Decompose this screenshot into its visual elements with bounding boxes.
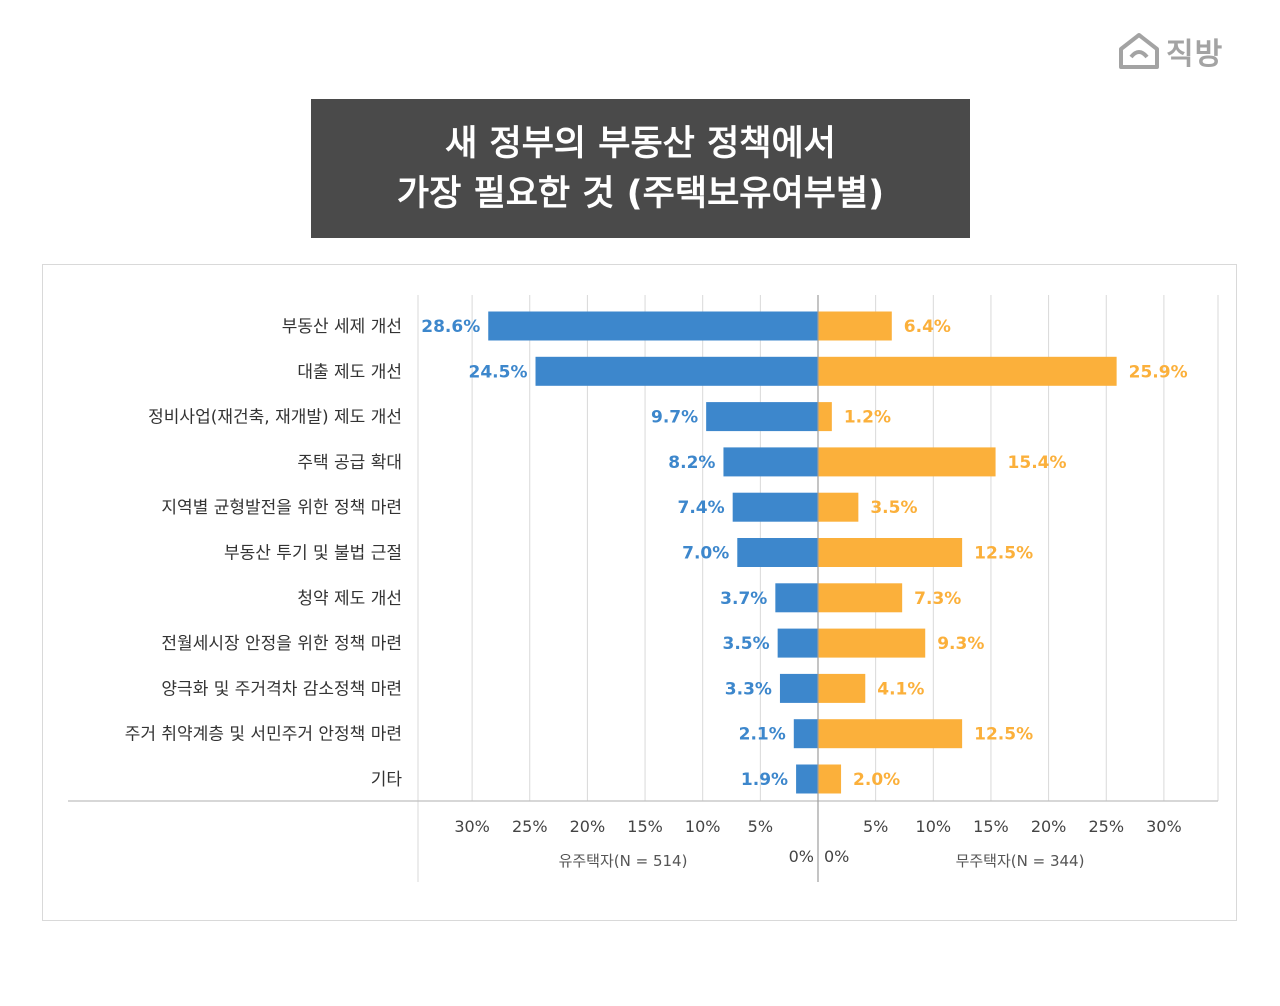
tick-label: 10% (916, 817, 952, 836)
chart-title-line-1: 새 정부의 부동산 정책에서 (445, 123, 836, 164)
data-label-owner: 8.2% (668, 453, 715, 473)
tick-label: 0% (824, 847, 849, 866)
bar-owner (796, 764, 818, 794)
bar-nonowner (818, 764, 842, 794)
bar-nonowner (818, 628, 926, 658)
bar-owner (793, 719, 818, 749)
data-label-owner: 24.5% (469, 362, 528, 382)
data-label-nonowner: 9.3% (937, 634, 984, 654)
bar-nonowner (818, 673, 866, 703)
brand-logo: 직방 (1118, 28, 1248, 74)
tick-label: 20% (1031, 817, 1067, 836)
category-label: 전월세시장 안정을 위한 정책 마련 (161, 634, 402, 654)
bar-owner (737, 538, 818, 567)
data-label-nonowner: 12.5% (974, 725, 1033, 745)
tick-label: 0% (789, 847, 814, 866)
data-label-nonowner: 12.5% (974, 544, 1033, 564)
tick-label: 15% (973, 817, 1009, 836)
data-label-nonowner: 25.9% (1129, 362, 1188, 382)
bar-nonowner (818, 402, 832, 432)
category-label: 정비사업(재건축, 재개발) 제도 개선 (148, 408, 402, 428)
data-label-owner: 7.0% (682, 544, 729, 564)
tick-label: 25% (1088, 817, 1124, 836)
bar-nonowner (818, 356, 1117, 386)
tick-label: 5% (748, 817, 773, 836)
bar-owner (732, 492, 818, 522)
data-label-owner: 7.4% (678, 498, 725, 518)
data-label-nonowner: 3.5% (870, 498, 917, 518)
bar-owner (706, 402, 818, 432)
bar-nonowner (818, 719, 963, 749)
bar-nonowner (818, 447, 996, 477)
tick-label: 20% (570, 817, 606, 836)
tick-label: 30% (1146, 817, 1182, 836)
data-label-nonowner: 1.2% (844, 408, 891, 428)
data-label-owner: 28.6% (421, 317, 480, 337)
bar-owner (723, 447, 818, 477)
category-label: 기타 (371, 770, 403, 790)
house-icon (1119, 33, 1159, 69)
chart-title-box: 새 정부의 부동산 정책에서 가장 필요한 것 (주택보유여부별) (311, 99, 970, 238)
bar-owner (775, 583, 818, 613)
tick-label: 25% (512, 817, 548, 836)
tick-label: 30% (454, 817, 490, 836)
bar-nonowner (818, 538, 963, 567)
bar-nonowner (818, 583, 903, 613)
chart-frame (42, 264, 1237, 921)
series-name-owner: 유주택자(N = 514) (559, 852, 688, 870)
category-label: 대출 제도 개선 (297, 362, 402, 382)
category-label: 부동산 투기 및 불법 근절 (224, 544, 402, 564)
brand-name: 직방 (1166, 37, 1224, 72)
bar-owner (777, 628, 818, 658)
data-label-nonowner: 2.0% (853, 770, 900, 790)
tick-label: 15% (627, 817, 663, 836)
bar-owner (779, 673, 818, 703)
data-label-owner: 1.9% (741, 770, 788, 790)
chart-title-line-2: 가장 필요한 것 (주택보유여부별) (396, 173, 885, 214)
series-name-nonowner: 무주택자(N = 344) (956, 852, 1085, 870)
tick-label: 5% (863, 817, 888, 836)
data-label-owner: 3.5% (722, 634, 769, 654)
data-label-nonowner: 4.1% (877, 679, 924, 699)
bar-owner (535, 356, 818, 386)
category-label: 주거 취약계층 및 서민주거 안정책 마련 (125, 725, 402, 745)
data-label-owner: 3.7% (720, 589, 767, 609)
data-label-owner: 9.7% (651, 408, 698, 428)
bar-nonowner (818, 492, 859, 522)
category-label: 주택 공급 확대 (297, 453, 402, 473)
category-label: 청약 제도 개선 (297, 589, 402, 609)
data-label-nonowner: 6.4% (904, 317, 951, 337)
tick-label: 10% (685, 817, 721, 836)
data-label-owner: 2.1% (739, 725, 786, 745)
category-label: 양극화 및 주거격차 감소정책 마련 (161, 679, 402, 699)
category-label: 부동산 세제 개선 (282, 317, 402, 337)
category-label: 지역별 균형발전을 위한 정책 마련 (161, 498, 402, 518)
bar-owner (488, 311, 818, 341)
data-label-nonowner: 15.4% (1008, 453, 1067, 473)
data-label-owner: 3.3% (725, 679, 772, 699)
data-label-nonowner: 7.3% (914, 589, 961, 609)
bar-nonowner (818, 311, 892, 341)
